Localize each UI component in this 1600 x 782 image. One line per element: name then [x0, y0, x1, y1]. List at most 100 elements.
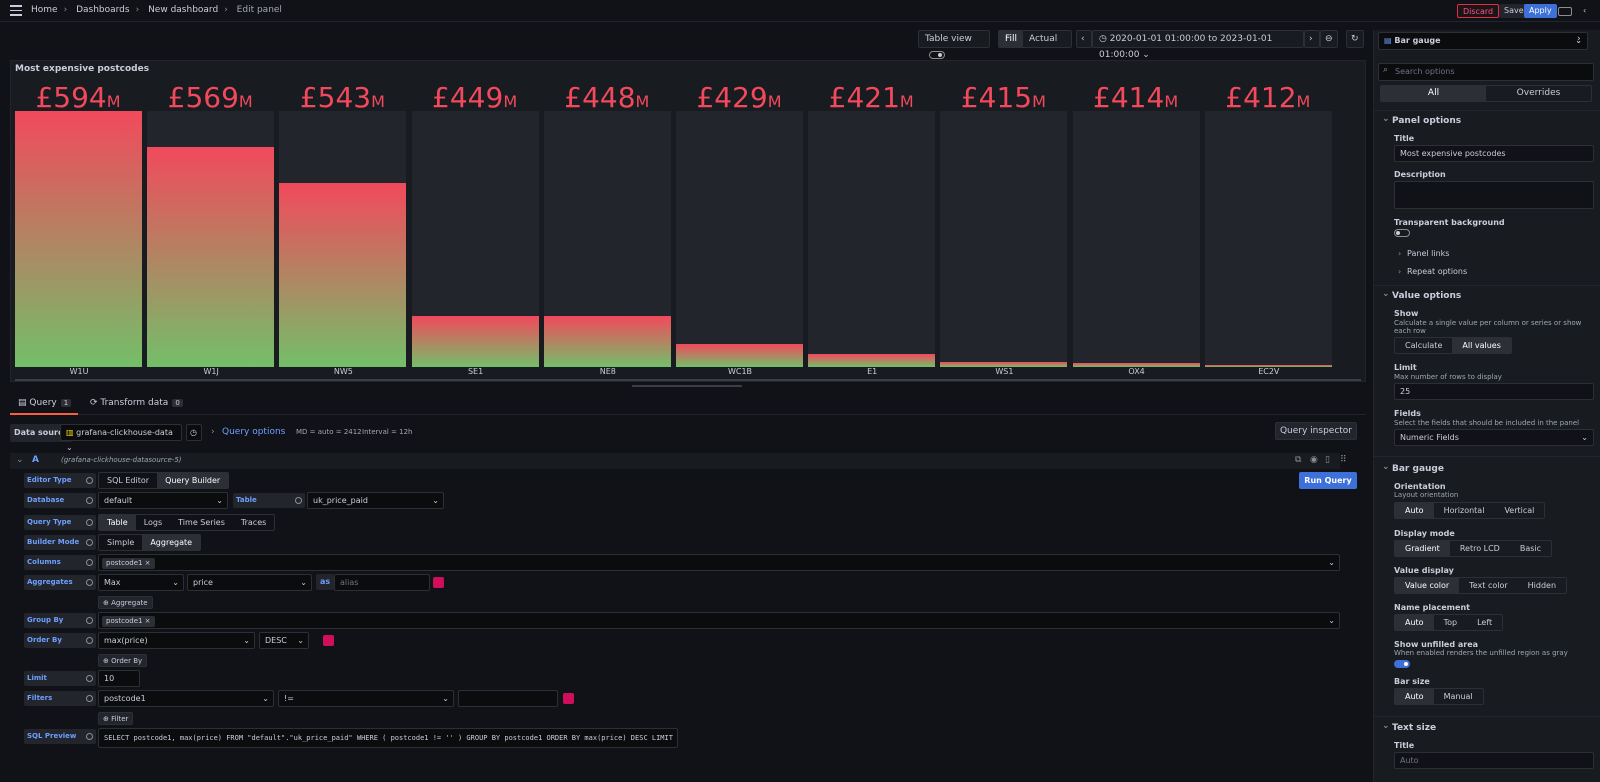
breadcrumb-new-dashboard[interactable]: New dashboard — [148, 5, 219, 15]
apply-button[interactable]: Apply — [1524, 4, 1557, 18]
time-back-icon[interactable]: ‹ — [1076, 30, 1092, 48]
visualization-picker[interactable]: ▤ Bar gauge ⌄ — [1378, 32, 1588, 50]
sql-editor-option[interactable]: SQL Editor — [107, 476, 150, 485]
np-top[interactable]: Top — [1443, 618, 1458, 627]
add-aggregate-button[interactable]: ⊕ Aggregate — [98, 596, 153, 609]
filters-label: Filters — [24, 691, 96, 706]
time-forward-icon[interactable]: › — [1304, 30, 1320, 48]
query-type-label: Query Type — [24, 515, 96, 530]
bar-gauge-section[interactable]: Bar gauge — [1382, 462, 1444, 474]
simple-option[interactable]: Simple — [107, 538, 135, 547]
text-size-title-input[interactable]: Auto — [1394, 752, 1594, 769]
panel-title-input[interactable]: Most expensive postcodes — [1394, 145, 1594, 162]
repeat-options-section[interactable]: Repeat options — [1398, 267, 1467, 276]
menu-icon[interactable] — [10, 5, 22, 16]
datasource-picker[interactable]: ▥ grafana-clickhouse-data ⌄ — [60, 424, 182, 452]
save-button[interactable]: Save — [1499, 4, 1529, 18]
calculate-option[interactable]: Calculate — [1405, 341, 1443, 350]
qt-logs-option[interactable]: Logs — [143, 518, 163, 527]
delete-filter-icon[interactable] — [563, 693, 574, 704]
horizontal-scrollbar[interactable] — [15, 379, 1361, 381]
mode-basic[interactable]: Basic — [1519, 544, 1542, 553]
discard-button[interactable]: Discard — [1457, 4, 1500, 18]
filter-column-select[interactable]: postcode1 ⌄ — [98, 690, 274, 707]
vd-value-color[interactable]: Value color — [1395, 578, 1460, 593]
limit-input[interactable]: 10 — [98, 670, 140, 687]
add-order-button[interactable]: ⊕ Order By — [98, 654, 148, 667]
vd-text-color[interactable]: Text color — [1469, 581, 1508, 590]
delete-aggregate-icon[interactable] — [433, 577, 444, 588]
aggregate-function-select[interactable]: Max ⌄ — [98, 574, 184, 591]
query-options-link[interactable]: Query options — [222, 427, 286, 437]
zoom-out-icon[interactable]: ⊖ — [1320, 30, 1338, 48]
panel-links-section[interactable]: Panel links — [1398, 249, 1450, 258]
order-expr-select[interactable]: max(price) ⌄ — [98, 632, 255, 649]
orientation-vertical[interactable]: Vertical — [1504, 506, 1535, 515]
np-left[interactable]: Left — [1477, 618, 1493, 627]
breadcrumb-home[interactable]: Home — [31, 5, 58, 15]
fields-label: Fields — [1394, 409, 1421, 418]
collapse-pane-icon[interactable]: › — [1577, 34, 1581, 44]
text-size-title-label: Title — [1394, 741, 1415, 750]
columns-select[interactable]: postcode1 × ⌄ — [98, 554, 1340, 571]
order-dir-select[interactable]: DESC ⌄ — [259, 632, 309, 649]
tab-transform[interactable]: ⟳ Transform data 0 — [90, 398, 183, 408]
overrides-option[interactable]: Overrides — [1516, 88, 1561, 98]
delete-order-icon[interactable] — [323, 635, 334, 646]
np-auto[interactable]: Auto — [1395, 615, 1434, 630]
drag-handle-icon[interactable]: ⠿ — [1340, 455, 1347, 465]
duplicate-query-icon[interactable]: ⧉ — [1295, 455, 1302, 465]
filter-operator-select[interactable]: != ⌄ — [278, 690, 454, 707]
table-select[interactable]: uk_price_paid ⌄ — [307, 492, 444, 509]
bs-auto[interactable]: Auto — [1395, 689, 1434, 704]
collapse-icon[interactable]: ‹ — [1583, 6, 1587, 15]
run-query-button[interactable]: Run Query — [1299, 472, 1357, 489]
vd-hidden[interactable]: Hidden — [1527, 581, 1557, 590]
aggregate-column-select[interactable]: price ⌄ — [187, 574, 312, 591]
orientation-auto[interactable]: Auto — [1395, 503, 1434, 518]
info-icon — [295, 497, 302, 504]
value-options-section[interactable]: Value options — [1382, 289, 1461, 301]
mode-gradient[interactable]: Gradient — [1395, 541, 1450, 556]
collapse-query-icon[interactable]: ⌄ — [16, 455, 24, 465]
show-unfilled-label: Show unfilled area — [1394, 640, 1479, 649]
text-size-section[interactable]: Text size — [1382, 721, 1436, 733]
breadcrumb-dashboards[interactable]: Dashboards — [76, 5, 130, 15]
filter-value-input[interactable] — [458, 690, 558, 707]
all-option[interactable]: All — [1381, 86, 1486, 101]
refresh-icon[interactable]: ↻ — [1346, 30, 1364, 48]
fields-select[interactable]: Numeric Fields ⌄ — [1394, 429, 1594, 446]
mode-retro-lcd[interactable]: Retro LCD — [1459, 544, 1500, 553]
query-builder-option[interactable]: Query Builder — [157, 473, 229, 488]
tab-query[interactable]: ▤ Query 1 — [18, 398, 72, 408]
bs-manual[interactable]: Manual — [1443, 692, 1473, 701]
delete-query-icon[interactable]: ▯ — [1325, 455, 1330, 465]
limit-option-input[interactable]: 25 — [1394, 383, 1594, 400]
transparent-toggle[interactable] — [1394, 229, 1410, 237]
description-textarea[interactable] — [1394, 181, 1594, 209]
aggregate-option[interactable]: Aggregate — [142, 535, 201, 550]
query-letter[interactable]: A — [32, 455, 39, 465]
time-range-picker[interactable]: ◷ 2020-01-01 01:00:00 to 2023-01-01 01:0… — [1092, 30, 1304, 60]
qt-table-option[interactable]: Table — [99, 515, 136, 530]
panel-options-section[interactable]: Panel options — [1382, 114, 1461, 126]
alias-input[interactable]: alias — [334, 574, 430, 591]
bar-value-unit: M — [238, 92, 253, 111]
group-by-select[interactable]: postcode1 × ⌄ — [98, 612, 1340, 629]
search-options-input[interactable]: Search options — [1378, 63, 1594, 81]
add-filter-button[interactable]: ⊕ Filter — [98, 712, 134, 725]
qt-traces-option[interactable]: Traces — [240, 518, 267, 527]
table-view-toggle[interactable]: Table view — [918, 30, 990, 59]
database-select[interactable]: default ⌄ — [98, 492, 228, 509]
history-icon[interactable]: ◷ — [186, 424, 202, 441]
monitor-icon[interactable] — [1558, 7, 1572, 16]
show-unfilled-toggle[interactable] — [1394, 660, 1410, 668]
actual-button[interactable]: Actual — [1029, 34, 1058, 44]
qt-timeseries-option[interactable]: Time Series — [178, 518, 225, 527]
query-inspector-button[interactable]: Query inspector — [1275, 422, 1357, 440]
panel-resize-handle[interactable] — [632, 385, 742, 387]
all-values-option[interactable]: All values — [1452, 338, 1511, 353]
fill-button[interactable]: Fill — [999, 31, 1024, 47]
hide-query-icon[interactable]: ◉ — [1310, 455, 1318, 465]
orientation-horizontal[interactable]: Horizontal — [1443, 506, 1485, 515]
